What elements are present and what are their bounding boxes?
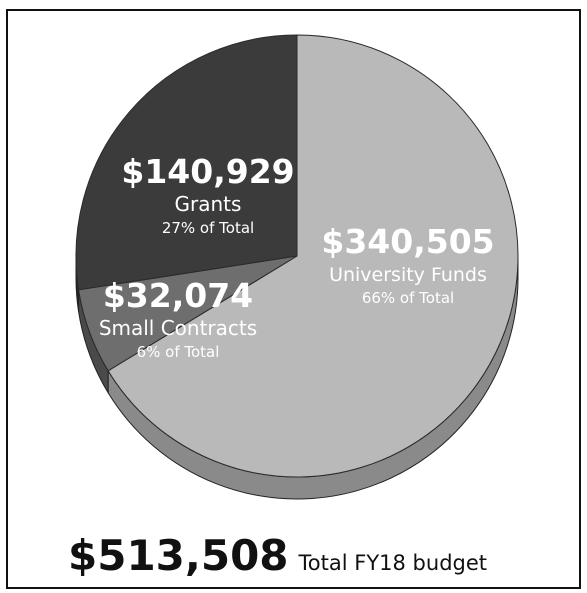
chart-frame: $340,505 University Funds 66% of Total $32,…: [6, 9, 581, 589]
slice-amount-small-contracts: $32,074: [103, 276, 253, 315]
slice-percent-small-contracts: 6% of Total: [137, 343, 220, 361]
slice-name-grants: Grants: [175, 192, 242, 216]
pie-slice-university-funds: [107, 34, 519, 478]
pie-chart: $340,505 University Funds 66% of Total $32,…: [75, 34, 519, 500]
slice-name-small-contracts: Small Contracts: [99, 316, 257, 340]
pie-slice-grants: [75, 34, 298, 291]
slice-amount-university-funds: $340,505: [321, 222, 494, 261]
total-caption: Total FY18 budget: [298, 551, 488, 575]
slice-percent-grants: 27% of Total: [162, 219, 254, 237]
total-amount: $513,508: [68, 531, 289, 580]
slice-name-university-funds: University Funds: [329, 264, 487, 286]
slice-amount-grants: $140,929: [121, 152, 294, 191]
slice-percent-university-funds: 66% of Total: [362, 289, 454, 307]
total-line: $513,508 Total FY18 budget: [68, 531, 487, 580]
